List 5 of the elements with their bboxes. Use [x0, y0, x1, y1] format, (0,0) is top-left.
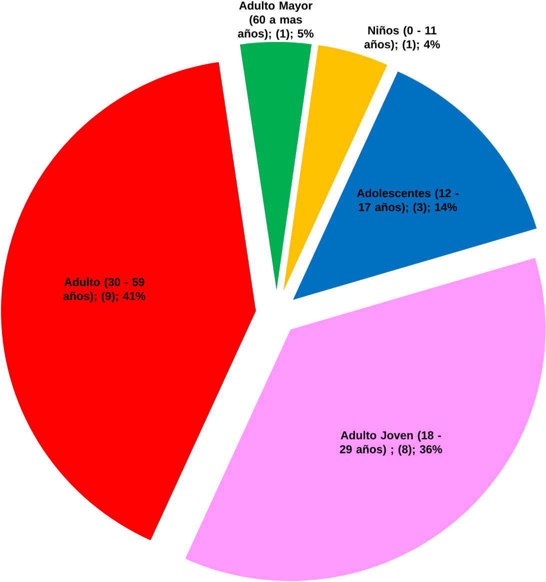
slice-label: Niños (0 - 11 años); (1); 4% [364, 26, 440, 51]
slice-label: Adulto (30 - 59 años); (9); 41% [63, 278, 146, 302]
slice-label: Adulto Joven (18 - 29 años) ; (8); 36% [340, 430, 442, 456]
slice-label: Adulto Mayor (60 a mas años); (1); 5% [238, 1, 314, 40]
slice-label: Adolescentes (12 - 17 años); (3); 14% [356, 188, 458, 214]
